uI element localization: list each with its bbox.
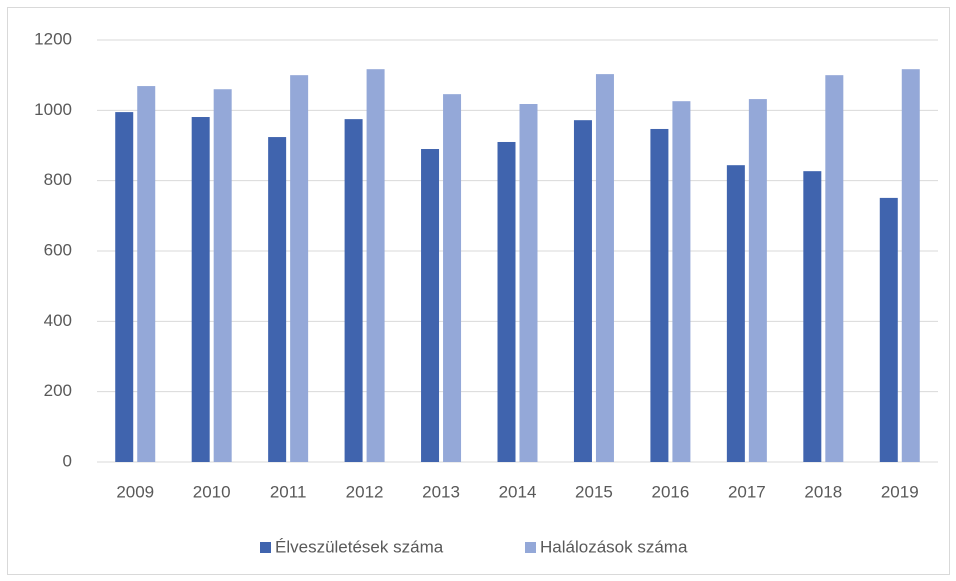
x-tick-label: 2018	[804, 482, 842, 501]
x-tick-label: 2011	[270, 482, 307, 501]
x-tick-label: 2016	[651, 482, 689, 501]
legend-swatch	[260, 542, 271, 553]
bar	[137, 86, 156, 463]
legend-swatch	[525, 542, 536, 553]
y-tick-label: 200	[44, 381, 72, 400]
x-tick-label: 2013	[422, 482, 460, 501]
x-tick-label: 2017	[728, 482, 766, 501]
bar	[519, 104, 538, 463]
bar	[901, 69, 920, 463]
y-tick-label: 800	[44, 170, 72, 189]
bar	[825, 75, 844, 463]
legend-label: Élveszületések száma	[275, 537, 444, 556]
chart-border	[7, 7, 950, 575]
bar	[268, 137, 287, 462]
legend-label: Halálozások száma	[540, 537, 688, 556]
bar	[672, 101, 691, 462]
bar	[748, 99, 767, 462]
x-tick-label: 2019	[881, 482, 919, 501]
y-tick-label: 1000	[34, 100, 72, 119]
bar	[290, 75, 309, 463]
bar	[650, 128, 669, 462]
y-tick-label: 400	[44, 311, 72, 330]
x-tick-label: 2014	[499, 482, 537, 501]
bar	[344, 119, 363, 462]
y-tick-label: 1200	[34, 29, 72, 48]
bar	[213, 89, 232, 462]
bar	[879, 197, 898, 463]
y-tick-label: 0	[63, 451, 72, 470]
bar	[573, 120, 592, 463]
bar	[115, 112, 134, 462]
bar	[421, 149, 440, 462]
bar	[497, 141, 516, 462]
bar	[443, 94, 462, 462]
x-tick-label: 2012	[346, 482, 384, 501]
x-tick-label: 2010	[193, 482, 231, 501]
bar	[803, 171, 822, 462]
y-tick-label: 600	[44, 240, 72, 259]
bar	[726, 165, 745, 462]
x-tick-label: 2009	[116, 482, 154, 501]
bar	[191, 117, 210, 462]
bar	[595, 74, 614, 462]
x-tick-label: 2015	[575, 482, 613, 501]
bar	[366, 69, 385, 463]
